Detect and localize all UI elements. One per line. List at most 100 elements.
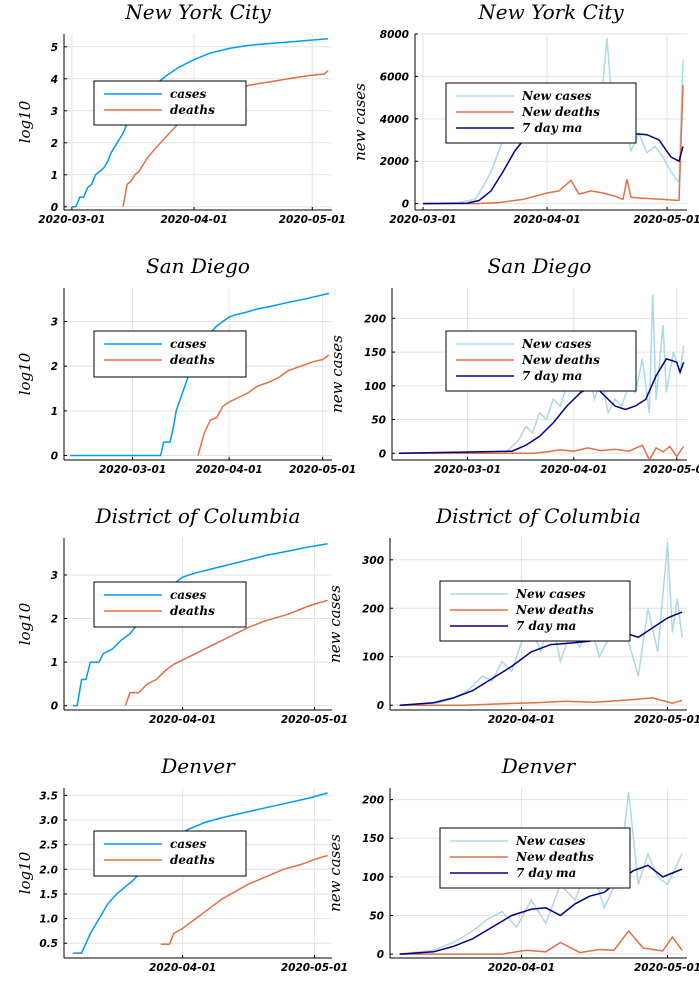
panel-8: 2020-04-01 2020-05-01 0 50 100 150 200 Denver ne… bbox=[326, 754, 699, 974]
legend-label: 7 day ma bbox=[522, 121, 582, 135]
legend-box bbox=[445, 330, 637, 392]
x-tick-label: 2020-04-01 bbox=[160, 214, 227, 226]
y-tick-label: 0 bbox=[377, 949, 384, 961]
series-line-deaths bbox=[197, 354, 330, 456]
x-tick-label: 2020-05-01 bbox=[643, 464, 699, 476]
chart-title: Denver bbox=[501, 754, 577, 778]
y-tick-label: 0 bbox=[51, 451, 58, 463]
panel-3: 2020-03-01 2020-04-01 2020-05-01 0 1 2 3 San Di… bbox=[16, 254, 356, 476]
legend-box bbox=[439, 580, 631, 642]
panel-5: 2020-04-01 2020-05-01 0 1 2 3 District of Colu… bbox=[16, 504, 348, 726]
y-axis-label: new cases bbox=[351, 83, 369, 161]
y-tick-label: 0 bbox=[402, 199, 409, 211]
series-line-new-deaths bbox=[398, 444, 685, 460]
x-tick-label: 2020-04-01 bbox=[149, 714, 216, 726]
x-tick-label: 2020-03-01 bbox=[99, 464, 166, 476]
legend-label: New cases bbox=[521, 337, 592, 351]
legend-label: deaths bbox=[170, 353, 215, 367]
x-tick-label: 2020-04-01 bbox=[196, 464, 263, 476]
y-axis-label: log10 bbox=[16, 602, 34, 645]
legend-label: 7 day ma bbox=[522, 369, 582, 383]
y-tick-label: 0 bbox=[377, 700, 384, 712]
series-line-new-deaths bbox=[399, 697, 683, 706]
x-tick-label: 2020-03-01 bbox=[38, 214, 105, 226]
y-tick-label: 3 bbox=[51, 317, 58, 329]
chart-title: New York City bbox=[124, 0, 271, 24]
y-tick-label: 1 bbox=[51, 406, 58, 418]
chart-title: District of Columbia bbox=[95, 504, 301, 528]
y-tick-label: 50 bbox=[369, 911, 384, 923]
x-tick-label: 2020-05-01 bbox=[289, 464, 356, 476]
y-tick-label: 8000 bbox=[380, 29, 409, 41]
y-tick-label: 2 bbox=[51, 361, 58, 373]
y-tick-label: 100 bbox=[362, 872, 384, 884]
legend-box bbox=[445, 82, 637, 144]
x-tick-label: 2020-05-01 bbox=[279, 214, 346, 226]
legend-box bbox=[93, 330, 247, 378]
y-tick-label: 1.5 bbox=[39, 889, 58, 901]
y-tick-label: 0 bbox=[51, 202, 58, 214]
y-axis-label: log10 bbox=[16, 851, 34, 894]
legend-label: New deaths bbox=[521, 105, 600, 119]
y-tick-label: 200 bbox=[362, 795, 384, 807]
legend: New cases New deaths 7 day ma bbox=[439, 827, 631, 889]
x-tick-label: 2020-03-01 bbox=[389, 214, 456, 226]
x-tick-label: 2020-04-01 bbox=[488, 714, 555, 726]
legend-label: New cases bbox=[515, 587, 586, 601]
series-line-new-deaths bbox=[423, 84, 684, 205]
y-tick-label: 50 bbox=[371, 415, 386, 427]
chart-title: Denver bbox=[160, 754, 236, 778]
y-tick-label: 2.5 bbox=[39, 840, 58, 852]
x-tick-label: 2020-04-01 bbox=[513, 214, 580, 226]
y-tick-label: 0 bbox=[379, 448, 386, 460]
x-tick-label: 2020-05-01 bbox=[633, 214, 699, 226]
y-tick-label: 100 bbox=[364, 381, 386, 393]
legend: cases deaths bbox=[93, 581, 247, 628]
x-tick-label: 2020-03-01 bbox=[434, 464, 501, 476]
x-tick-label: 2020-05-01 bbox=[634, 714, 699, 726]
panel-4: 2020-03-01 2020-04-01 2020-05-01 0 50 100 150 2… bbox=[328, 254, 699, 476]
y-axis-label: new cases bbox=[326, 834, 344, 912]
legend-label: cases bbox=[170, 837, 206, 851]
y-tick-label: 0 bbox=[51, 701, 58, 713]
y-tick-label: 0.5 bbox=[39, 938, 58, 950]
panel-7: 2020-04-01 2020-05-01 0.5 1.0 1.5 2.0 2.5 3.0 3.… bbox=[16, 754, 348, 974]
series-line-new-cases bbox=[399, 791, 683, 955]
legend-label: 7 day ma bbox=[516, 619, 576, 633]
x-tick-label: 2020-05-01 bbox=[281, 962, 348, 974]
chart-title: District of Columbia bbox=[435, 504, 641, 528]
series-line-deaths bbox=[124, 599, 328, 706]
legend-label: cases bbox=[170, 87, 206, 101]
y-tick-label: 3 bbox=[51, 570, 58, 582]
x-tick-label: 2020-04-01 bbox=[488, 962, 555, 974]
y-tick-label: 4000 bbox=[379, 114, 409, 126]
y-tick-label: 2000 bbox=[380, 156, 409, 168]
panel-1: 2020-03-01 2020-04-01 2020-05-01 0 1 2 3 4 5 New … bbox=[16, 0, 346, 226]
legend-label: New deaths bbox=[515, 603, 594, 617]
chart-title: San Diego bbox=[488, 254, 592, 278]
y-tick-label: 2 bbox=[51, 614, 58, 626]
legend-label: 7 day ma bbox=[516, 866, 576, 880]
series-line-deaths bbox=[160, 854, 328, 945]
y-tick-label: 300 bbox=[362, 555, 384, 567]
series-line-new-deaths bbox=[399, 929, 683, 955]
legend: New cases New deaths 7 day ma bbox=[445, 330, 637, 392]
x-tick-label: 2020-05-01 bbox=[281, 714, 348, 726]
y-tick-label: 1 bbox=[51, 657, 58, 669]
legend: cases deaths bbox=[93, 830, 247, 877]
legend-label: New deaths bbox=[521, 353, 600, 367]
y-tick-label: 150 bbox=[362, 833, 384, 845]
y-axis-label: log10 bbox=[16, 352, 34, 395]
legend: cases deaths bbox=[93, 330, 247, 378]
series-line-7-day-ma bbox=[399, 611, 683, 706]
panel-6: 2020-04-01 2020-05-01 0 100 200 300 District o… bbox=[326, 504, 699, 726]
legend-label: deaths bbox=[170, 103, 215, 117]
legend-box bbox=[93, 80, 247, 126]
y-tick-label: 1.0 bbox=[39, 914, 58, 926]
y-axis-label: new cases bbox=[326, 585, 344, 663]
legend: New cases New deaths 7 day ma bbox=[439, 580, 631, 642]
y-axis-label: log10 bbox=[16, 100, 34, 143]
legend-label: deaths bbox=[170, 604, 215, 618]
y-tick-label: 4 bbox=[50, 74, 58, 86]
